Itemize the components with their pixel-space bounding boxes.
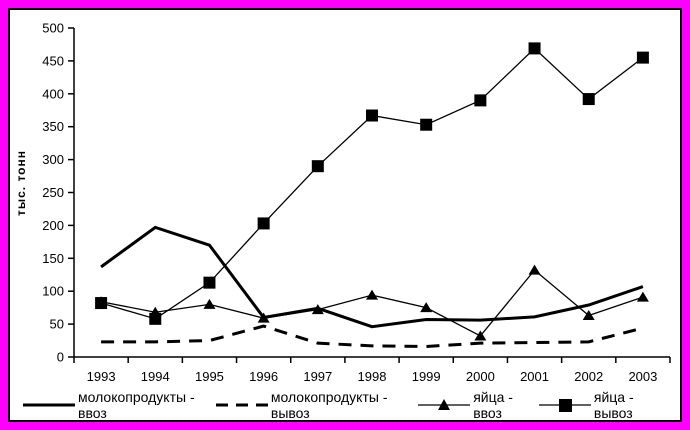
line-chart: 0 50 100 150 200 250 300 350 400 450 500 1993 1994 19…: [42, 21, 671, 384]
svg-text:0: 0: [57, 350, 64, 365]
legend-label: молокопродукты - вывоз: [270, 389, 388, 421]
svg-text:1997: 1997: [303, 369, 332, 384]
svg-text:500: 500: [42, 21, 64, 36]
svg-text:150: 150: [42, 251, 64, 266]
svg-text:2001: 2001: [520, 369, 549, 384]
legend-item-milk-export: молокопродукты - вывоз: [215, 389, 417, 421]
chart-panel: тыс. тонн 0 50 100 150 200 250 300 350 400 450 500…: [8, 8, 682, 422]
svg-text:2003: 2003: [628, 369, 657, 384]
svg-text:1999: 1999: [412, 369, 441, 384]
solid-line-swatch-icon: [23, 403, 75, 407]
svg-text:2000: 2000: [466, 369, 495, 384]
triangle-marker-swatch-icon: [418, 399, 471, 410]
svg-text:50: 50: [50, 317, 64, 332]
svg-text:350: 350: [42, 119, 64, 134]
svg-text:400: 400: [42, 86, 64, 101]
svg-text:1998: 1998: [358, 369, 387, 384]
svg-text:1994: 1994: [141, 369, 170, 384]
svg-text:450: 450: [42, 53, 64, 68]
svg-text:1996: 1996: [249, 369, 278, 384]
legend-item-eggs-import: яйца - ввоз: [417, 389, 538, 421]
svg-text:300: 300: [42, 152, 64, 167]
legend-item-milk-import: молокопродукты - ввоз: [22, 389, 215, 421]
svg-text:1993: 1993: [87, 369, 116, 384]
legend-item-eggs-export: яйца - вывоз: [538, 389, 668, 421]
svg-text:2002: 2002: [574, 369, 603, 384]
dashed-line-swatch-icon: [215, 403, 268, 407]
legend-label: молокопродукты - ввоз: [78, 389, 195, 421]
svg-text:100: 100: [42, 284, 64, 299]
svg-text:250: 250: [42, 185, 64, 200]
square-marker-swatch-icon: [538, 399, 591, 412]
svg-text:200: 200: [42, 218, 64, 233]
legend: молокопродукты - ввоз молокопродукты - в…: [10, 389, 680, 421]
legend-label: яйца - вывоз: [593, 389, 634, 421]
svg-text:1995: 1995: [195, 369, 224, 384]
legend-label: яйца - ввоз: [473, 389, 513, 421]
